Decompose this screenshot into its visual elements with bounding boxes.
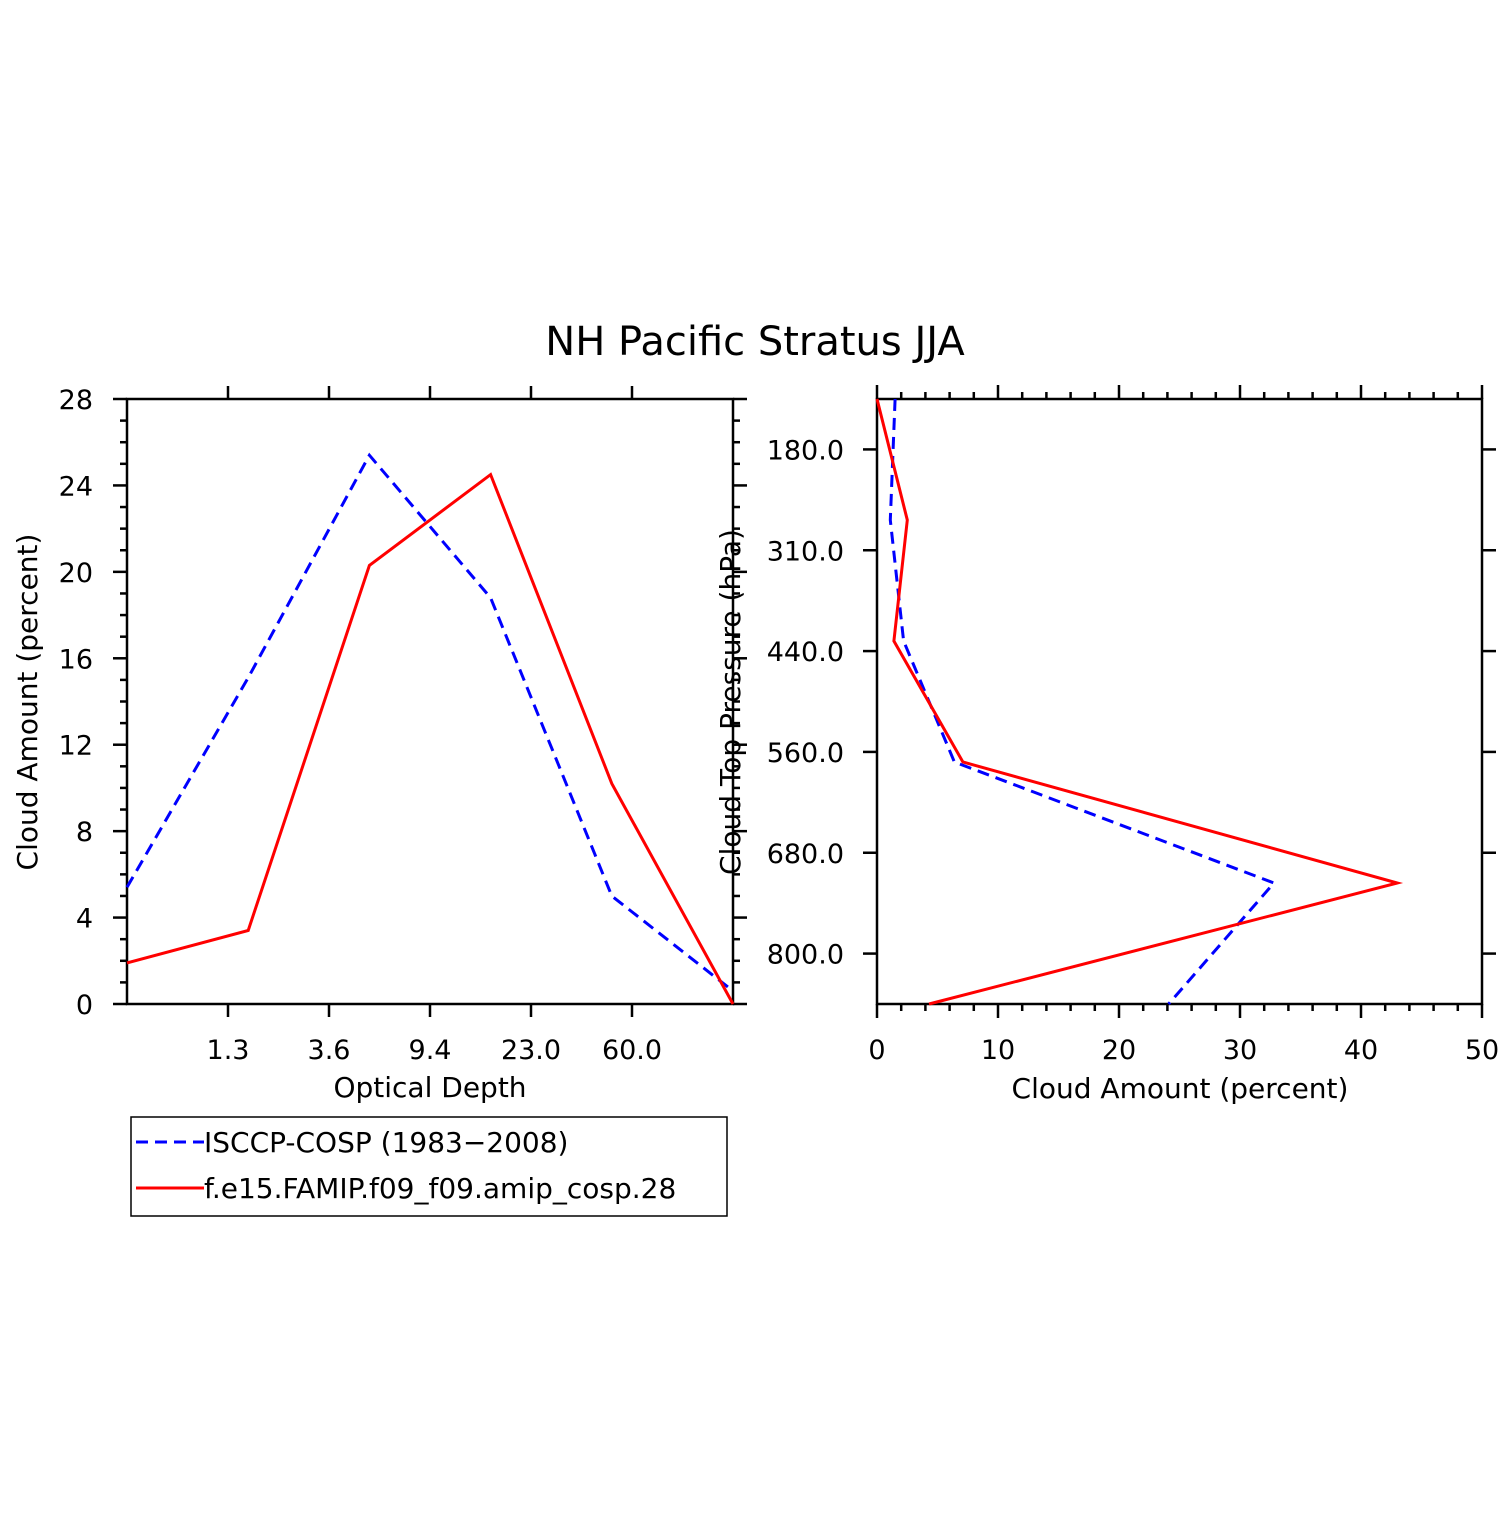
right-x-axis-label: Cloud Amount (percent) [1012,1072,1349,1105]
left-y-tick-label: 16 [59,644,93,675]
right-x-tick-label: 20 [1102,1035,1136,1066]
right-y-tick-label: 800.0 [767,940,844,971]
right-y-tick-label: 680.0 [767,839,844,870]
left-y-tick-label: 20 [59,558,93,589]
right-series-observation-line [890,399,1274,1004]
left-series [127,455,733,1004]
right-x-tick-label: 0 [868,1035,885,1066]
left-y-tick-label: 24 [59,471,93,502]
right-x-tick-label: 50 [1465,1035,1499,1066]
right-plot-frame [877,399,1482,1004]
left-x-axis-label: Optical Depth [333,1071,526,1104]
left-panel: 0 4 8 12 16 20 24 28 1.3 3.6 9.4 23.0 60.0 Optical D… [11,385,747,1104]
left-x-tick-label: 1.3 [207,1035,250,1066]
chart-title: NH Pacific Stratus JJA [545,319,965,365]
right-y-tick-label: 560.0 [767,738,844,769]
left-x-tick-label: 9.4 [409,1035,452,1066]
left-x-tick-label: 60.0 [602,1035,662,1066]
left-series-model-line [127,475,733,1004]
left-x-tick-label: 23.0 [501,1035,561,1066]
right-y-tick-label: 310.0 [767,536,844,567]
left-y-tick-label: 8 [76,817,93,848]
right-y-tick-label: 180.0 [767,435,844,466]
right-y-tick-label: 440.0 [767,637,844,668]
right-series [877,399,1398,1004]
left-series-observation-line [127,455,733,991]
legend: ISCCP-COSP (1983−2008) f.e15.FAMIP.f09_f… [131,1117,727,1216]
left-ticks: 0 4 8 12 16 20 24 28 1.3 3.6 9.4 23.0 60.0 [59,385,747,1066]
left-y-tick-label: 28 [59,385,93,416]
right-y-axis-label: Cloud Top Pressure (hPa) [714,529,747,875]
left-x-tick-label: 3.6 [308,1035,351,1066]
right-x-tick-label: 10 [981,1035,1015,1066]
left-y-axis-label: Cloud Amount (percent) [11,534,44,871]
right-panel: 0 10 20 30 40 50 180.0 310.0 440.0 560.0 680.0 800.… [714,385,1499,1105]
legend-label-model: f.e15.FAMIP.f09_f09.amip_cosp.28 [204,1172,676,1205]
right-series-model-line [877,399,1397,1004]
left-y-tick-label: 0 [76,990,93,1021]
right-x-tick-label: 30 [1223,1035,1257,1066]
right-x-tick-label: 40 [1344,1035,1378,1066]
left-plot-frame [127,399,733,1004]
legend-label-observation: ISCCP-COSP (1983−2008) [204,1126,568,1159]
left-y-tick-label: 12 [59,731,93,762]
left-y-tick-label: 4 [76,904,93,935]
